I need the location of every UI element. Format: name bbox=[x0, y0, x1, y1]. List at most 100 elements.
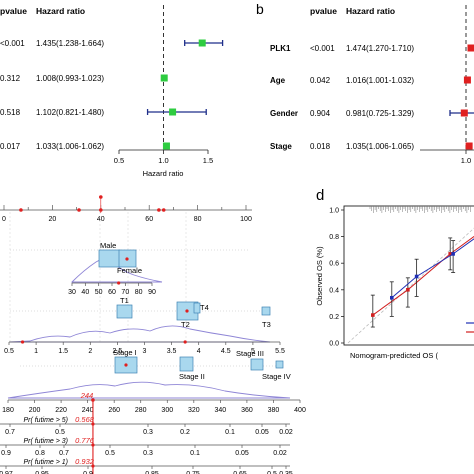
forest-a-pvalue: <0.001 bbox=[0, 39, 25, 48]
calibration-series-line bbox=[391, 238, 474, 299]
nomogram-prob-tick-label: 0.7 bbox=[5, 429, 15, 436]
nomogram-age-tick-label: 50 bbox=[95, 289, 103, 296]
nomogram-plk1-marker bbox=[183, 340, 187, 344]
nomogram-prob-value: 0.932 bbox=[75, 457, 95, 466]
forest-b-pvalue: <0.001 bbox=[310, 44, 335, 53]
calibration-point bbox=[406, 288, 410, 292]
calibration-x-label: Nomogram-predicted OS ( bbox=[350, 351, 438, 360]
nomogram-prob-tick-label: 0.5 bbox=[55, 429, 65, 436]
forest-a-pvalue: 0.312 bbox=[0, 74, 21, 83]
calibration-point bbox=[390, 295, 394, 300]
nomogram-plk1-tick-label: 5.5 bbox=[275, 348, 285, 355]
forest-a-hr-text: 1.033(1.006-1.062) bbox=[36, 142, 104, 151]
nomogram-total-tick-label: 260 bbox=[108, 407, 120, 414]
nomogram-points-tick-label: 80 bbox=[194, 216, 202, 223]
nomogram-gender-marker bbox=[125, 257, 129, 261]
nomogram-t-label: T1 bbox=[120, 296, 129, 305]
nomogram-plk1-tick-label: 4 bbox=[197, 348, 201, 355]
nomogram-prob-tick-label: 0.5 bbox=[267, 471, 277, 474]
nomogram-stage-label: Stage IV bbox=[262, 372, 291, 381]
nomogram-t-box-t3 bbox=[261, 306, 271, 316]
nomogram-prob-tick-label: 0.05 bbox=[255, 429, 269, 436]
nomogram-prob-tick-label: 0.95 bbox=[35, 471, 49, 474]
calibration-point bbox=[371, 313, 375, 317]
nomogram-prob-tick-label: 0.02 bbox=[279, 429, 293, 436]
nomogram-total-tick-label: 340 bbox=[215, 407, 227, 414]
nomogram-total-tick-label: 400 bbox=[294, 407, 306, 414]
nomogram-total-tick-label: 240 bbox=[82, 407, 94, 414]
nomogram-gender-label-female: Female bbox=[117, 266, 142, 275]
nomogram-age-tick-label: 90 bbox=[148, 289, 156, 296]
nomogram-prob-label: Pr( futime > 1) bbox=[23, 459, 68, 466]
forest-a-x-tick-label: 0.5 bbox=[114, 156, 124, 165]
calibration-y-tick-label: 1.0 bbox=[329, 208, 339, 215]
nomogram-age-tick-label: 40 bbox=[81, 289, 89, 296]
nomogram-prob-tick-label: 0.8 bbox=[35, 450, 45, 457]
calibration-point bbox=[451, 252, 455, 256]
forest-a-header-hr: Hazard ratio bbox=[36, 6, 85, 16]
forest-b-row-label: PLK1 bbox=[270, 44, 291, 53]
nomogram-total-marker bbox=[91, 398, 95, 402]
nomogram-plk1-tick-label: 4.5 bbox=[221, 348, 231, 355]
calibration-y-label: Observed OS (%) bbox=[315, 246, 324, 306]
nomogram-stage-box-iv bbox=[275, 360, 284, 369]
forest-b-row-label: Age bbox=[270, 76, 286, 85]
nomogram-stage-box-ii bbox=[179, 356, 194, 372]
nomogram-total-value: 244 bbox=[80, 391, 94, 400]
panel-label-b: b bbox=[256, 1, 264, 17]
nomogram-points-tick-label: 20 bbox=[49, 216, 57, 223]
forest-b-hr-text: 1.016(1.001-1.032) bbox=[346, 76, 414, 85]
nomogram-prob-value: 0.776 bbox=[75, 436, 95, 445]
nomogram-total-tick-label: 380 bbox=[268, 407, 280, 414]
nomogram-t-label: T4 bbox=[200, 303, 209, 312]
forest-b-pvalue: 0.904 bbox=[310, 109, 331, 118]
nomogram-age-tick-label: 60 bbox=[108, 289, 116, 296]
nomogram-points-tick-label: 100 bbox=[240, 216, 252, 223]
calibration-point bbox=[448, 252, 452, 256]
nomogram-stage-marker bbox=[124, 363, 128, 367]
forest-b-hr-text: 0.981(0.725-1.329) bbox=[346, 109, 414, 118]
forest-a-pvalue: 0.518 bbox=[0, 108, 21, 117]
nomogram-plk1-tick-label: 2 bbox=[88, 348, 92, 355]
nomogram-t-box-t4 bbox=[193, 302, 201, 314]
nomogram-prob-label: Pr( futime > 5) bbox=[23, 417, 68, 424]
forest-a-hr-text: 1.008(0.993-1.023) bbox=[36, 74, 104, 83]
forest-b-hr-text: 1.474(1.270-1.710) bbox=[346, 44, 414, 53]
forest-a-pvalue: 0.017 bbox=[0, 142, 21, 151]
forest-b-hr-marker bbox=[460, 109, 468, 117]
nomogram-prob-tick-label: 0.9 bbox=[83, 471, 93, 474]
forest-plot-b: b pvalue Hazard ratio PLK1 <0.001 1.474(1.270… bbox=[256, 1, 474, 165]
nomogram-prob-tick-label: 0.75 bbox=[186, 471, 200, 474]
nomogram-prob-tick-label: 0.65 bbox=[233, 471, 247, 474]
nomogram-prob-tick-label: 0.2 bbox=[180, 429, 190, 436]
nomogram-age-tick-label: 80 bbox=[135, 289, 143, 296]
calibration-ideal-line bbox=[347, 227, 474, 344]
nomogram-t-box-t1 bbox=[116, 304, 133, 319]
nomogram-total-tick-label: 360 bbox=[241, 407, 253, 414]
nomogram-stage-label: Stage II bbox=[179, 372, 205, 381]
nomogram-age-tick-label: 70 bbox=[121, 289, 129, 296]
calibration-point bbox=[414, 274, 419, 279]
forest-plot-a: pvalue Hazard ratio <0.001 1.435(1.238-1.66… bbox=[0, 5, 224, 178]
nomogram-prob-tick-label: 0.3 bbox=[143, 429, 153, 436]
calibration-series-line bbox=[372, 235, 474, 316]
calibration-y-tick-label: 0.4 bbox=[329, 287, 339, 294]
nomogram-t-label: T3 bbox=[262, 320, 271, 329]
nomogram-prob-tick-label: 0.5 bbox=[105, 450, 115, 457]
nomogram-prob-tick-label: 0.1 bbox=[225, 429, 235, 436]
forest-b-header-hr: Hazard ratio bbox=[346, 6, 395, 16]
nomogram-plk1-tick-label: 1.5 bbox=[58, 348, 68, 355]
forest-b-row-label: Stage bbox=[270, 142, 292, 151]
nomogram-prob-tick-label: 0.85 bbox=[145, 471, 159, 474]
nomogram-stage-label: Stage III bbox=[236, 349, 264, 358]
forest-b-header-pvalue: pvalue bbox=[310, 6, 337, 16]
nomogram-t-label: T2 bbox=[181, 320, 190, 329]
nomogram-prob-marker bbox=[91, 443, 95, 447]
nomogram-stage-box-iii bbox=[250, 358, 264, 371]
nomogram-points-marker bbox=[157, 208, 161, 212]
nomogram-prob-tick-label: 0.3 bbox=[143, 450, 153, 457]
forest-a-x-tick-label: 1.0 bbox=[158, 156, 168, 165]
nomogram-prob-value: 0.568 bbox=[75, 415, 95, 424]
forest-b-pvalue: 0.042 bbox=[310, 76, 331, 85]
